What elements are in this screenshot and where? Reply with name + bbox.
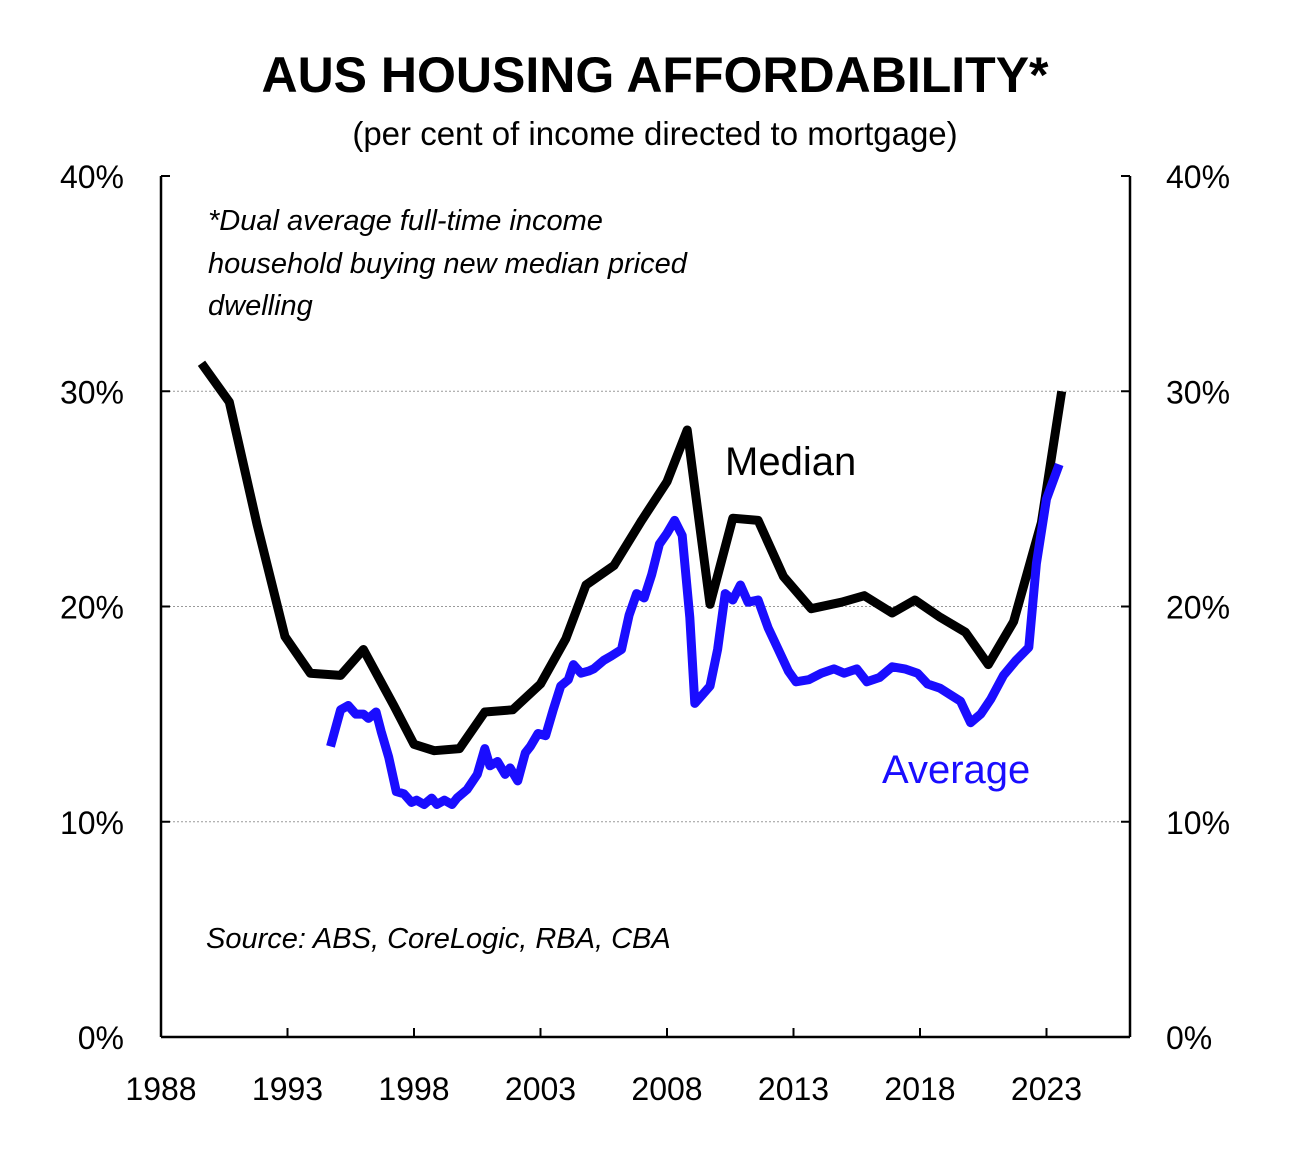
y-tick-label-left: 10%: [60, 805, 124, 841]
series-line-median: [197, 360, 1067, 756]
chart-title: AUS HOUSING AFFORDABILITY*: [261, 47, 1049, 103]
x-tick-label: 1988: [125, 1071, 196, 1107]
average-series-label: Average: [882, 748, 1030, 792]
y-tick-label-left: 40%: [60, 159, 124, 195]
x-tick-label: 1998: [378, 1071, 449, 1107]
x-tick-label: 2008: [631, 1071, 702, 1107]
y-tick-label-right: 0%: [1166, 1020, 1212, 1056]
x-tick-label: 2023: [1011, 1071, 1082, 1107]
y-tick-label-right: 20%: [1166, 590, 1230, 626]
y-tick-label-right: 30%: [1166, 374, 1230, 410]
footnote-line-2: household buying new median priced: [208, 248, 688, 280]
series-lines: [197, 360, 1067, 809]
annotations: *Dual average full-time income household…: [206, 205, 1030, 955]
series-line-average: [326, 462, 1064, 809]
gridlines: [161, 390, 1130, 823]
x-axis: 1988 1993 1998 2003 2008 2013 2018 2023: [125, 1028, 1082, 1107]
footnote-line-1: *Dual average full-time income: [208, 205, 603, 237]
median-series-label: Median: [725, 440, 856, 484]
y-tick-label-left: 20%: [60, 590, 124, 626]
footnote-line-3: dwelling: [208, 290, 313, 322]
x-tick-label: 1993: [252, 1071, 323, 1107]
x-tick-label: 2018: [884, 1071, 955, 1107]
y-axis-left: 0% 10% 20% 30% 40%: [60, 159, 170, 1056]
y-tick-label-left: 0%: [78, 1020, 124, 1056]
source-note: Source: ABS, CoreLogic, RBA, CBA: [206, 923, 671, 955]
y-tick-label-left: 30%: [60, 374, 124, 410]
y-tick-label-right: 10%: [1166, 805, 1230, 841]
chart-titles: AUS HOUSING AFFORDABILITY* (per cent of …: [261, 47, 1049, 152]
y-axis-right: 0% 10% 20% 30% 40%: [1121, 159, 1230, 1056]
y-tick-label-right: 40%: [1166, 159, 1230, 195]
chart-subtitle: (per cent of income directed to mortgage…: [352, 115, 957, 152]
x-tick-label: 2013: [758, 1071, 829, 1107]
x-tick-label: 2003: [505, 1071, 576, 1107]
